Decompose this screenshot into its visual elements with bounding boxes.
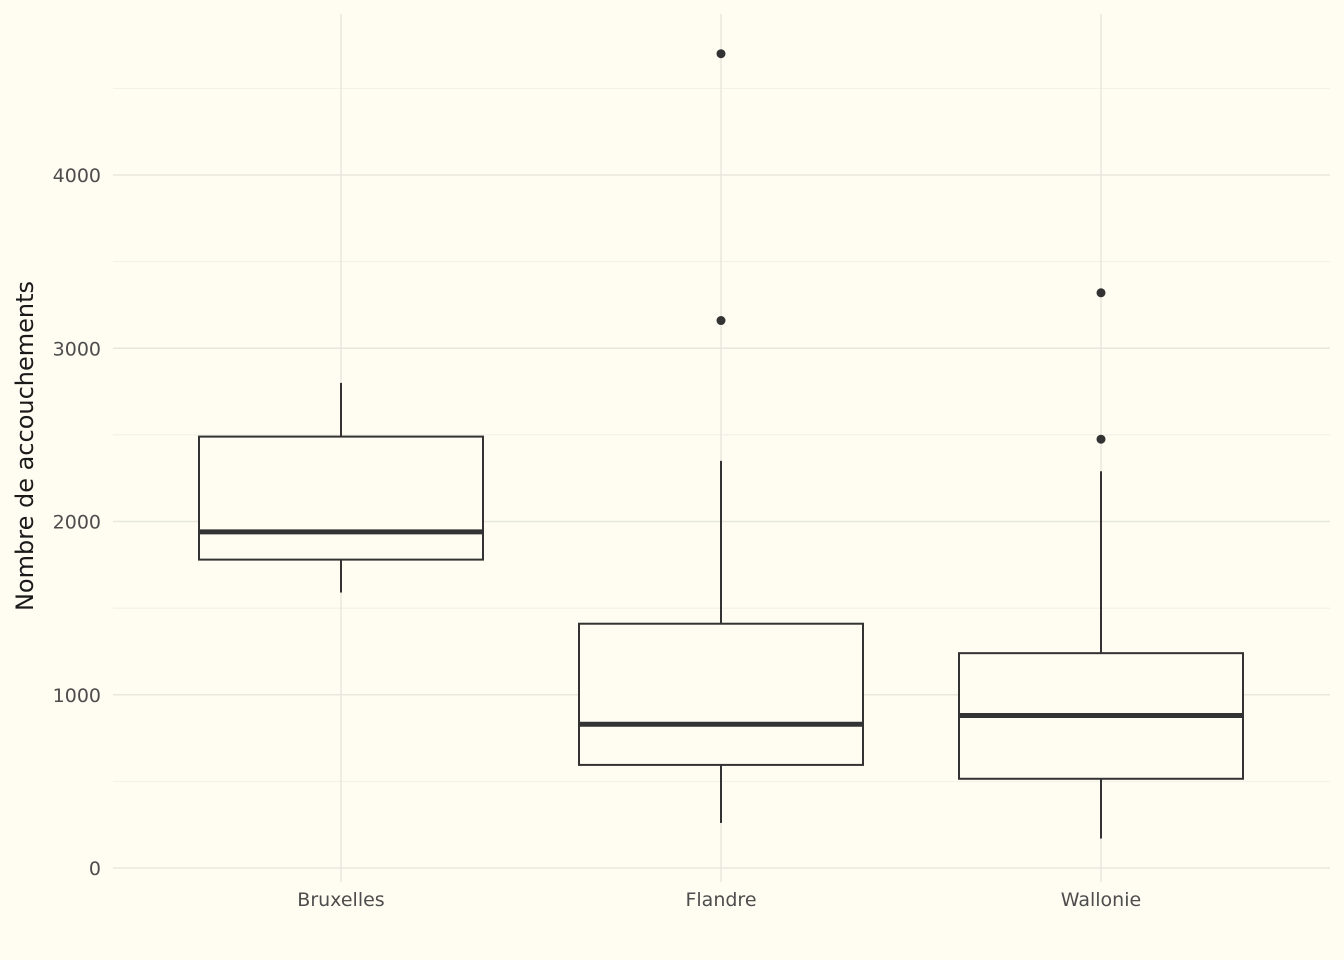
box-flandre (578, 49, 864, 823)
box-wallonie (958, 288, 1244, 839)
x-tick-label: Wallonie (1061, 889, 1141, 911)
y-tick-label: 0 (89, 858, 101, 880)
iqr-box (198, 435, 484, 561)
y-tick-label: 1000 (53, 685, 101, 707)
y-tick-label: 4000 (53, 165, 101, 187)
y-tick-label: 3000 (53, 338, 101, 360)
y-tick-label: 2000 (53, 512, 101, 534)
iqr-box (578, 622, 864, 766)
outlier-point (1096, 288, 1106, 298)
x-tick-label: Bruxelles (297, 889, 384, 911)
outlier-point (716, 49, 726, 59)
y-axis-title: Nombre de accouchements (11, 281, 39, 611)
boxes (198, 49, 1244, 839)
y-axis-tick-labels: 0 1000 2000 3000 4000 (53, 165, 101, 880)
outlier-point (1096, 434, 1106, 444)
x-axis-tick-labels: Bruxelles Flandre Wallonie (297, 889, 1141, 911)
outlier-point (716, 316, 726, 326)
x-tick-label: Flandre (685, 889, 756, 911)
box-bruxelles (198, 382, 484, 593)
